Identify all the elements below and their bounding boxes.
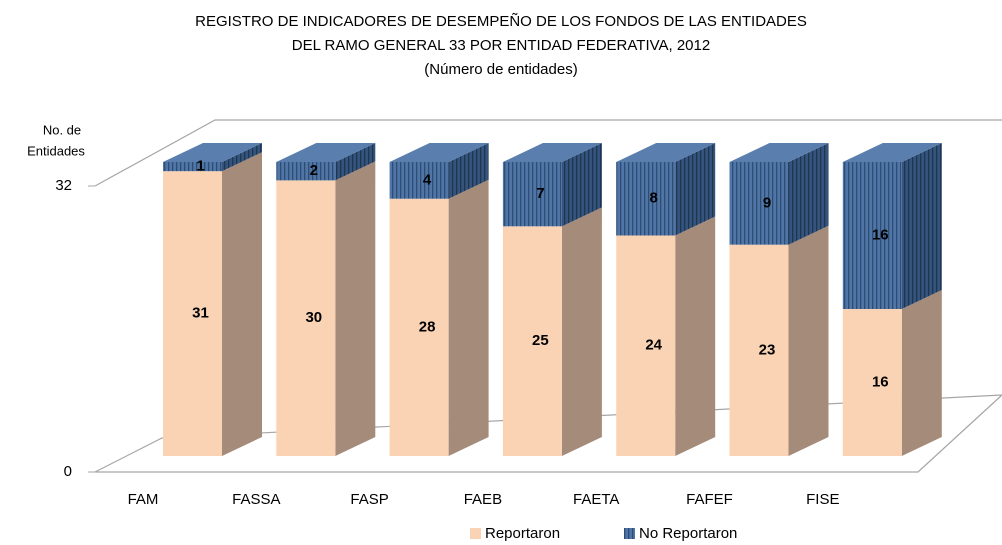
- bar-top: [276, 143, 376, 162]
- bar-segment: [616, 235, 676, 456]
- bar-segment: [163, 162, 222, 172]
- chart-title: DEL RAMO GENERAL 33 POR ENTIDAD FEDERATI…: [292, 37, 710, 54]
- bar-segment: [502, 226, 562, 456]
- bar-segment: [842, 309, 902, 456]
- x-tick-label: FAETA: [573, 491, 619, 508]
- bar-segment: [163, 171, 222, 456]
- chart-title: REGISTRO DE INDICADORES DE DESEMPEÑO DE …: [195, 13, 807, 30]
- value-label: 1: [196, 158, 204, 175]
- bar-segment: [842, 162, 902, 309]
- x-tick-label: FASP: [350, 491, 388, 508]
- value-label: 4: [423, 171, 432, 188]
- value-label: 16: [872, 226, 889, 243]
- bar-side: [561, 207, 602, 456]
- bar-side: [788, 143, 829, 245]
- bar-side: [901, 290, 942, 456]
- value-label: 31: [192, 305, 209, 322]
- y-tick-label: 0: [64, 463, 72, 480]
- bar-side: [448, 143, 489, 199]
- legend-label: Reportaron: [485, 525, 560, 542]
- x-tick-label: FISE: [806, 491, 839, 508]
- bar-segment: [502, 162, 562, 227]
- y-axis-label: Entidades: [27, 143, 85, 158]
- y-tick-label: 32: [55, 177, 72, 194]
- bar-side: [561, 143, 602, 227]
- bar-side: [901, 143, 942, 309]
- bar-top: [842, 143, 942, 162]
- chart-subtitle: (Número de entidades): [424, 61, 577, 78]
- floor: [94, 394, 1002, 473]
- bar-side: [222, 143, 262, 172]
- value-label: 28: [419, 318, 436, 335]
- legend-label: No Reportaron: [639, 525, 737, 542]
- value-label: 8: [650, 190, 658, 207]
- x-tick-label: FASSA: [232, 491, 280, 508]
- bar-segment: [616, 162, 676, 236]
- bar-top: [502, 143, 602, 162]
- x-tick-label: FAFEF: [686, 491, 733, 508]
- axes-frame: [94, 119, 1002, 473]
- bar-segment: [389, 162, 449, 199]
- y-axis-label: No. de: [43, 122, 81, 137]
- legend-swatch: [624, 528, 635, 539]
- x-tick-label: FAM: [128, 491, 159, 508]
- bar-side: [335, 143, 376, 181]
- bar-segment: [276, 180, 336, 456]
- bar-side: [448, 179, 489, 456]
- bar-side: [222, 152, 262, 456]
- bar-side: [675, 143, 716, 236]
- back-wall-edge: [94, 119, 1002, 187]
- bar-side: [788, 225, 829, 456]
- bar-segment: [389, 198, 449, 456]
- value-label: 24: [645, 337, 662, 354]
- bar-side: [675, 216, 716, 456]
- bar-segment: [729, 162, 789, 245]
- value-label: 25: [532, 332, 549, 349]
- value-label: 23: [759, 341, 776, 358]
- x-tick-label: FAEB: [464, 491, 502, 508]
- bar-top: [389, 143, 489, 162]
- bar-segment: [729, 244, 789, 456]
- bar-top: [616, 143, 716, 162]
- bar-segment: [276, 162, 336, 181]
- bar-top: [729, 143, 829, 162]
- value-label: 7: [536, 185, 544, 202]
- legend-swatch: [470, 528, 481, 539]
- value-label: 9: [763, 194, 771, 211]
- bar-top: [163, 143, 262, 162]
- value-label: 16: [872, 373, 889, 390]
- value-label: 30: [305, 309, 322, 326]
- bar-side: [335, 161, 376, 456]
- value-label: 2: [310, 162, 318, 179]
